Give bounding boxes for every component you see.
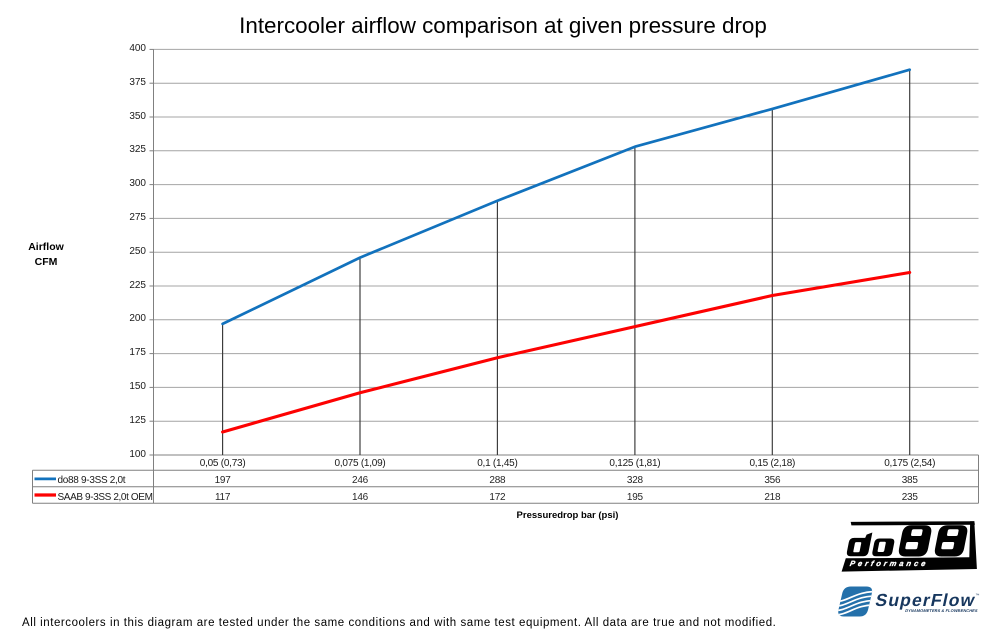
svg-text:™: ™ xyxy=(976,593,980,598)
svg-text:SuperFlow: SuperFlow xyxy=(874,590,978,610)
svg-text:Performance: Performance xyxy=(849,559,929,568)
svg-text:DYNAMOMETERS & FLOWBENCHES: DYNAMOMETERS & FLOWBENCHES xyxy=(905,608,979,613)
